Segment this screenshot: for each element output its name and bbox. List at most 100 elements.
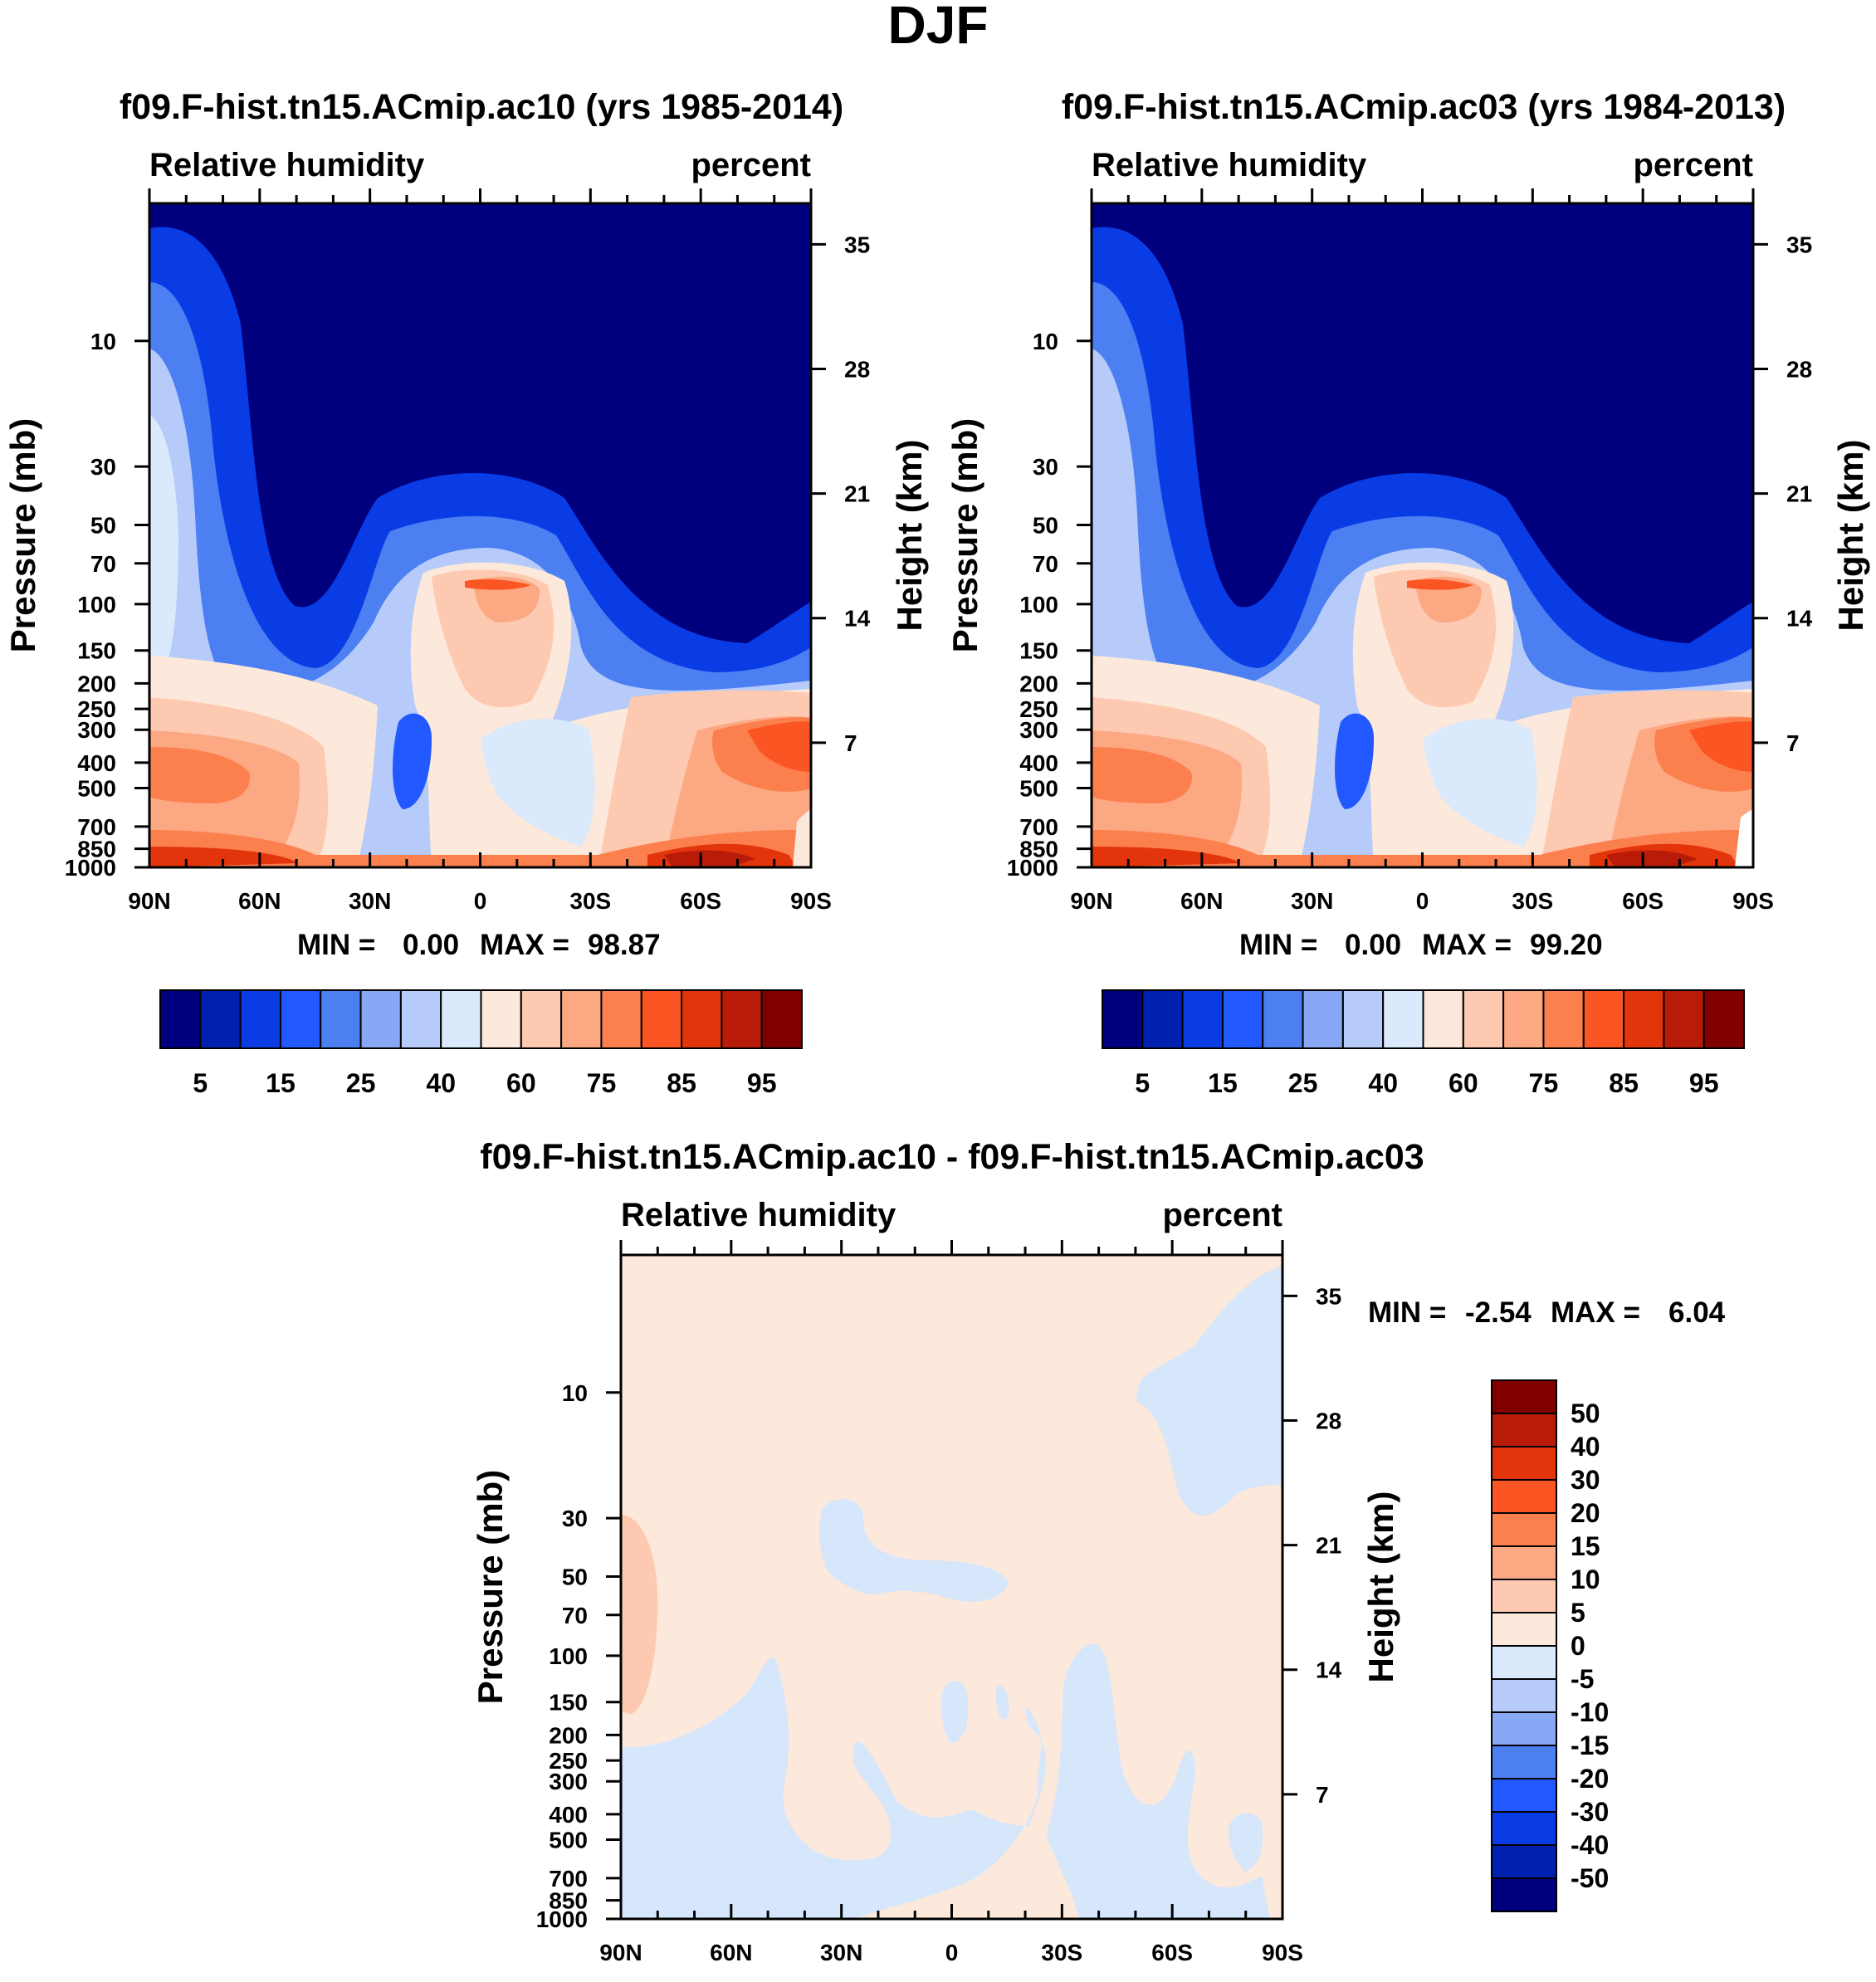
y-tick-label: 70 <box>562 1603 588 1628</box>
y-tick-label: 400 <box>77 750 116 776</box>
colorbar-swatch <box>1302 989 1344 1049</box>
panel-title: f09.F-hist.tn15.ACmip.ac10 - f09.F-hist.… <box>480 1137 1424 1177</box>
colorbar-label: 40 <box>426 1068 456 1098</box>
y-tick-label: 250 <box>549 1748 588 1774</box>
colorbar-label: 15 <box>1208 1068 1238 1098</box>
colorbar-swatch <box>1502 989 1545 1049</box>
x-tick-label: 60S <box>1151 1940 1193 1965</box>
colorbar-label: 85 <box>667 1068 696 1098</box>
x-tick-label: 30N <box>1291 888 1333 914</box>
colorbar-label: 85 <box>1609 1068 1639 1098</box>
y-right-tick-label: 14 <box>1786 606 1813 632</box>
colorbar-swatch <box>1102 989 1144 1049</box>
colorbar-label: 95 <box>747 1068 777 1098</box>
colorbar-swatch <box>279 989 322 1049</box>
contour-band-11c <box>1092 830 1753 867</box>
x-tick-label: 90N <box>599 1940 642 1965</box>
colorbar-label: 5 <box>1571 1598 1585 1628</box>
contour-band-12b <box>465 578 531 590</box>
figure-title: DJF <box>888 0 989 55</box>
y-right-tick-label: 7 <box>844 730 857 756</box>
left-string: Relative humidity <box>149 147 425 183</box>
max-value: 99.20 <box>1530 929 1603 961</box>
y-right-tick-label: 28 <box>1786 356 1812 382</box>
colorbar-label: 75 <box>587 1068 617 1098</box>
colorbar-label: 60 <box>506 1068 536 1098</box>
y-tick-label: 250 <box>1019 696 1058 722</box>
y-tick-label: 1000 <box>536 1906 588 1932</box>
contour-band-neg <box>818 1499 1009 1602</box>
colorbar-swatch <box>239 989 281 1049</box>
contour-band-neg <box>940 1681 969 1743</box>
colorbar-label: -20 <box>1571 1764 1609 1794</box>
y-tick-label: 1000 <box>65 855 116 881</box>
colorbar-swatch <box>1181 989 1224 1049</box>
contour-band-7b <box>481 719 595 847</box>
colorbar-swatch <box>1491 1512 1557 1547</box>
colorbar-label: 10 <box>1571 1565 1600 1594</box>
panel-title: f09.F-hist.tn15.ACmip.ac10 (yrs 1985-201… <box>120 87 843 127</box>
x-tick-label: 30N <box>820 1940 862 1965</box>
contour-band-11 <box>149 747 250 803</box>
y-axis-label: Pressure (mb) <box>945 418 984 652</box>
colorbar-label: 15 <box>1571 1531 1600 1561</box>
colorbar-swatch <box>560 989 603 1049</box>
colorbar-label: -40 <box>1571 1830 1609 1860</box>
y-tick-label: 850 <box>77 837 116 862</box>
y-tick-label: 30 <box>562 1506 588 1531</box>
contour-band-3 <box>1335 713 1374 809</box>
max-label: MAX = <box>1551 1296 1640 1329</box>
y-tick-label: 700 <box>1019 814 1058 840</box>
colorbar-label: -10 <box>1571 1697 1609 1727</box>
colorbar-swatch <box>1582 989 1625 1049</box>
colorbar-swatch <box>1341 989 1385 1049</box>
min-value: 0.00 <box>403 929 459 961</box>
colorbar-swatch <box>1491 1745 1557 1779</box>
x-tick-label: 60N <box>1180 888 1223 914</box>
y-tick-label: 500 <box>77 776 116 802</box>
colorbar-swatch <box>600 989 642 1049</box>
colorbar-swatch <box>1141 989 1184 1049</box>
contour-field <box>1092 203 1753 867</box>
left-string: Relative humidity <box>621 1197 896 1233</box>
y-right-tick-label: 35 <box>1316 1283 1341 1309</box>
colorbar-swatch <box>399 989 442 1049</box>
contour-band-8c <box>1735 809 1753 867</box>
panel-ac10: f09.F-hist.tn15.ACmip.ac10 (yrs 1985-201… <box>3 87 929 1098</box>
y-tick-label: 400 <box>1019 750 1058 776</box>
right-string: percent <box>691 147 812 183</box>
contour-band-neg <box>638 1823 664 1853</box>
y-tick-label: 50 <box>562 1564 588 1589</box>
panel-ac03: f09.F-hist.tn15.ACmip.ac03 (yrs 1984-201… <box>945 87 1870 1098</box>
colorbar-swatch <box>1491 1579 1557 1613</box>
x-tick-label: 60N <box>238 888 281 914</box>
x-tick-label: 30S <box>569 888 611 914</box>
colorbar: 5 15 25 40 60 75 85 95 <box>159 989 803 1098</box>
colorbar-swatch <box>640 989 683 1049</box>
min-label: MIN = <box>1368 1296 1446 1329</box>
y-tick-label: 850 <box>549 1888 588 1914</box>
min-value: -2.54 <box>1465 1296 1532 1329</box>
y-tick-label: 50 <box>1033 512 1058 538</box>
max-label: MAX = <box>1422 929 1512 961</box>
colorbar-swatch <box>1491 1711 1557 1746</box>
colorbar-swatch <box>520 989 563 1049</box>
contour-band-3 <box>393 713 432 809</box>
colorbar-swatch <box>1491 1379 1557 1414</box>
x-tick-label: 90N <box>128 888 170 914</box>
colorbar-swatch <box>480 989 522 1049</box>
y-right-tick-label: 21 <box>1786 481 1812 507</box>
y-right-tick-label: 7 <box>1316 1782 1329 1808</box>
x-tick-label: 90N <box>1070 888 1112 914</box>
colorbar-swatch <box>320 989 362 1049</box>
colorbar-swatch <box>681 989 723 1049</box>
y-right-tick-label: 28 <box>1316 1408 1341 1433</box>
x-tick-label: 60S <box>680 888 721 914</box>
contour-band-neg <box>1046 1643 1270 1919</box>
colorbar-swatch <box>1491 1645 1557 1680</box>
colorbar-swatch <box>1382 989 1424 1049</box>
left-string: Relative humidity <box>1092 147 1367 183</box>
max-label: MAX = <box>480 929 569 961</box>
y-tick-label: 200 <box>77 671 116 696</box>
